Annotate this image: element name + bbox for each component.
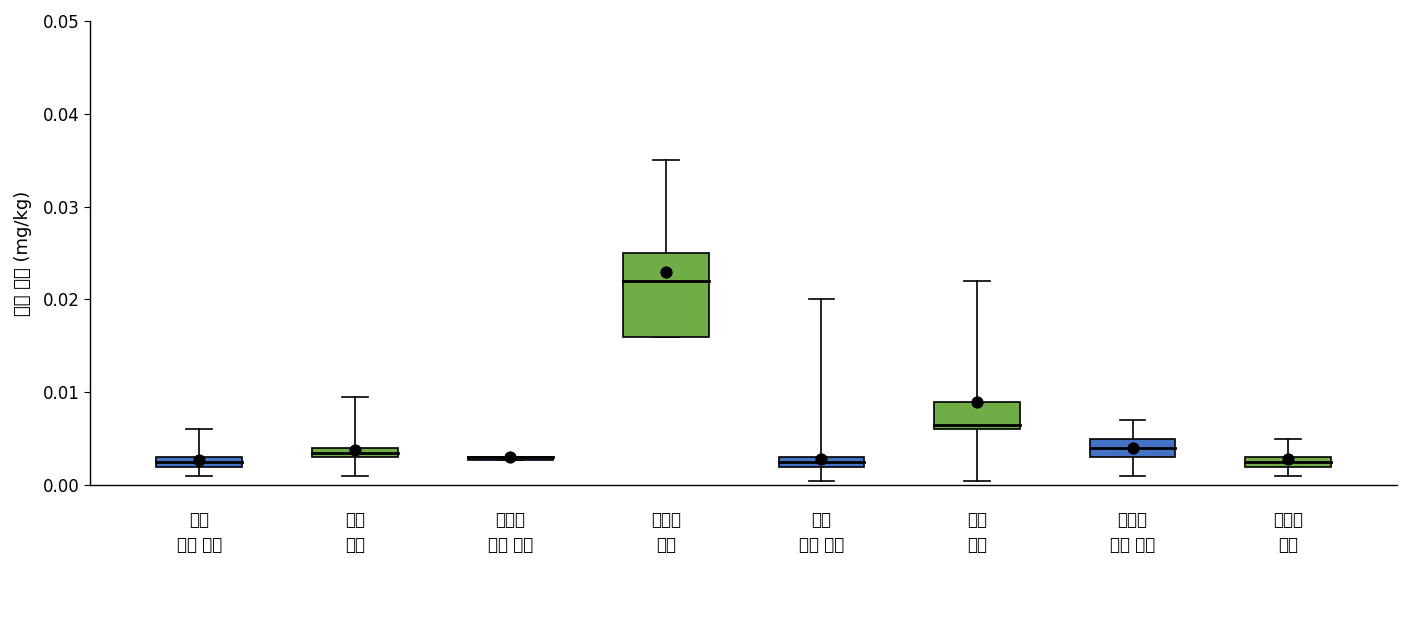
Bar (157, 457, 241, 466)
Bar (1246, 457, 1331, 466)
Text: 산양샼: 산양샼 (495, 511, 525, 529)
Text: 더덕: 더덕 (967, 511, 988, 529)
Y-axis label: 비소 함량 (mg/kg): 비소 함량 (mg/kg) (14, 190, 32, 315)
Text: 전체: 전체 (967, 536, 988, 554)
Text: 꺼질 제거: 꺼질 제거 (176, 536, 222, 554)
Bar (934, 402, 1020, 429)
Text: 더덕: 더덕 (811, 511, 831, 529)
Bar (312, 448, 398, 457)
Text: 도라지: 도라지 (1273, 511, 1304, 529)
Text: 산양샼: 산양샼 (650, 511, 682, 529)
Text: 전체: 전체 (1278, 536, 1298, 554)
Text: 전체: 전체 (656, 536, 676, 554)
Bar (624, 253, 708, 337)
Bar (1089, 439, 1175, 457)
Text: 도라지: 도라지 (1118, 511, 1147, 529)
Bar (467, 457, 553, 460)
Text: 꺼질 제거: 꺼질 제거 (799, 536, 844, 554)
Text: 꺼질 제거: 꺼질 제거 (488, 536, 533, 554)
Bar (779, 457, 865, 466)
Text: 꺼질 제거: 꺼질 제거 (1110, 536, 1156, 554)
Text: 인삼: 인삼 (344, 511, 365, 529)
Text: 인삼: 인삼 (189, 511, 209, 529)
Text: 전체: 전체 (344, 536, 365, 554)
